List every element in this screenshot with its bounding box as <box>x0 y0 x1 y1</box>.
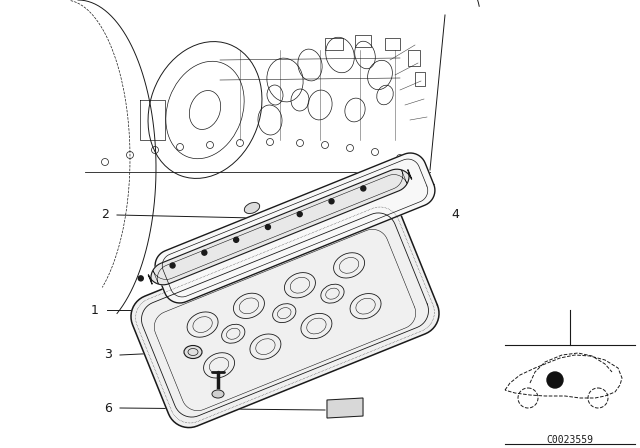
Bar <box>408 50 420 66</box>
Circle shape <box>234 237 239 242</box>
Polygon shape <box>155 153 435 303</box>
Circle shape <box>297 211 302 217</box>
Ellipse shape <box>244 202 260 214</box>
Text: 1: 1 <box>91 303 99 316</box>
Text: 5: 5 <box>258 371 266 384</box>
Text: 2: 2 <box>101 208 109 221</box>
Text: 3: 3 <box>104 349 112 362</box>
Bar <box>385 38 400 50</box>
Circle shape <box>138 276 143 281</box>
Bar <box>325 38 343 50</box>
Bar <box>415 72 425 86</box>
Circle shape <box>329 199 334 204</box>
Bar <box>355 35 371 47</box>
Text: 4: 4 <box>451 208 459 221</box>
Polygon shape <box>327 398 363 418</box>
Circle shape <box>361 186 366 191</box>
Circle shape <box>170 263 175 268</box>
Circle shape <box>547 372 563 388</box>
Circle shape <box>266 224 271 229</box>
Text: 6: 6 <box>104 401 112 414</box>
Polygon shape <box>148 169 412 285</box>
Ellipse shape <box>184 345 202 358</box>
Text: C0023559: C0023559 <box>547 435 593 445</box>
Polygon shape <box>131 202 439 427</box>
Circle shape <box>202 250 207 255</box>
Ellipse shape <box>212 390 224 398</box>
